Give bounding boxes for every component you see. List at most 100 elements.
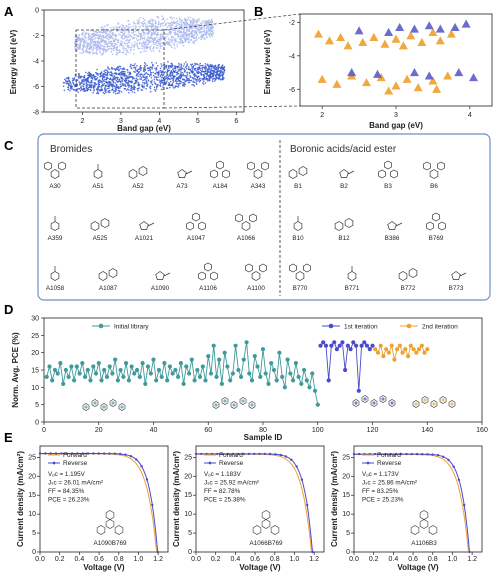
scatter-point-lower — [103, 80, 105, 82]
scatter-point-lower — [184, 66, 187, 69]
scatter-point-upper — [82, 46, 85, 48]
benzene-ring-icon — [384, 160, 392, 170]
scatter-point-lower — [202, 82, 204, 84]
scatter-point-upper — [154, 20, 157, 23]
scatter-point-upper — [159, 34, 162, 37]
scatter-point-lower — [90, 84, 92, 86]
boronic-title: Boronic acids/acid ester — [290, 144, 397, 155]
series-point — [373, 347, 378, 352]
scatter-point-lower — [125, 77, 128, 79]
benzene-ring-icon — [50, 271, 60, 281]
scatter-point-lower — [156, 83, 159, 86]
reverse-point — [358, 452, 361, 456]
scatter-point-upper — [94, 37, 96, 39]
scatter-point-lower — [128, 86, 130, 88]
scatter-point-lower — [108, 84, 111, 86]
y-tick-label: 15 — [184, 492, 192, 499]
zoom-connector-top — [163, 13, 301, 31]
scatter-point-lower — [133, 91, 136, 94]
scatter-point-lower — [184, 83, 186, 85]
scatter-point-upper — [178, 23, 181, 26]
triangle-point — [428, 76, 438, 85]
scatter-point-upper — [121, 32, 124, 34]
scatter-point-upper — [109, 33, 111, 35]
scatter-point-upper — [95, 51, 97, 54]
scatter-point-lower — [210, 70, 212, 72]
scatter-point-lower — [210, 68, 212, 71]
x-tick-label: 0 — [42, 427, 46, 434]
scatter-point-lower — [167, 60, 169, 63]
scatter-point-upper — [186, 28, 188, 30]
scatter-point-upper — [107, 33, 110, 35]
scatter-point-upper — [158, 50, 161, 53]
scatter-point-upper — [185, 38, 188, 40]
scatter-point-upper — [149, 29, 151, 31]
scatter-point-lower — [223, 66, 226, 68]
reverse-point — [216, 452, 219, 456]
scatter-point-lower — [194, 67, 196, 70]
scatter-point-lower — [199, 67, 201, 70]
scatter-point-upper — [83, 31, 85, 33]
scatter-point-lower — [169, 86, 171, 89]
scatter-point-lower — [155, 67, 158, 69]
scatter-point-upper — [159, 33, 162, 35]
series-point — [239, 374, 244, 379]
scatter-point-lower — [97, 92, 100, 95]
scatter-point-lower — [116, 78, 119, 80]
scatter-point-upper — [101, 53, 104, 55]
scatter-point-lower — [76, 79, 79, 81]
reverse-point — [311, 550, 314, 554]
scatter-point-upper — [170, 40, 172, 43]
benzene-ring-icon — [378, 169, 386, 179]
scatter-point-lower — [117, 92, 119, 94]
y-tick-label: 0 — [35, 420, 39, 427]
scatter-point-lower — [121, 73, 123, 76]
scatter-point-lower — [107, 67, 109, 70]
scatter-point-upper — [87, 47, 90, 50]
scatter-point-lower — [88, 84, 91, 87]
scatter-point-upper — [126, 25, 128, 27]
scatter-point-lower — [190, 65, 193, 67]
scatter-point-lower — [222, 67, 225, 70]
scatter-point-upper — [141, 44, 143, 46]
scatter-point-upper — [84, 36, 86, 38]
scatter-point-upper — [158, 20, 160, 23]
scatter-point-lower — [167, 75, 170, 78]
benzene-ring-icon — [429, 169, 439, 179]
x-tick-label: 1.2 — [153, 556, 163, 563]
scatter-point-lower — [203, 80, 205, 83]
series-point — [214, 374, 219, 379]
panel-letter-c: C — [4, 138, 14, 153]
scatter-point-lower — [143, 81, 146, 84]
scatter-point-upper — [112, 38, 114, 40]
scatter-point-upper — [212, 29, 214, 32]
reverse-point — [463, 503, 466, 507]
series-point — [197, 374, 203, 379]
reverse-point — [108, 452, 111, 455]
scatter-point-lower — [121, 80, 124, 82]
scatter-point-lower — [166, 73, 169, 76]
scatter-point-upper — [158, 23, 160, 26]
reverse-point — [452, 465, 455, 468]
scatter-point-upper — [85, 32, 87, 35]
scatter-point-upper — [104, 49, 107, 51]
scatter-point-lower — [130, 87, 132, 90]
scatter-point-lower — [176, 85, 178, 88]
scatter-point-lower — [150, 74, 153, 76]
benzene-ring-icon — [347, 271, 357, 281]
scatter-point-upper — [96, 34, 98, 37]
scatter-point-lower — [121, 68, 124, 70]
scatter-point-lower — [131, 91, 134, 93]
scatter-point-upper — [113, 33, 115, 36]
triangle-point — [435, 36, 445, 45]
scatter-point-upper — [159, 40, 161, 42]
scatter-point-lower — [142, 79, 144, 82]
scatter-point-upper — [159, 25, 162, 28]
scatter-point-upper — [196, 34, 199, 36]
scatter-point-lower — [78, 77, 80, 79]
panel-d-xlabel: Sample ID — [244, 433, 283, 442]
scatter-point-lower — [73, 83, 75, 86]
scatter-point-upper — [155, 22, 157, 24]
scatter-point-lower — [127, 71, 129, 73]
scatter-point-lower — [78, 75, 81, 77]
